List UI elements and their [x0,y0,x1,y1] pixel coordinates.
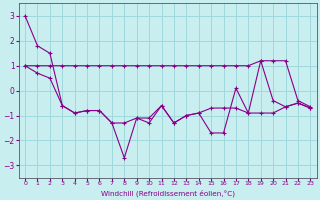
X-axis label: Windchill (Refroidissement éolien,°C): Windchill (Refroidissement éolien,°C) [101,189,235,197]
